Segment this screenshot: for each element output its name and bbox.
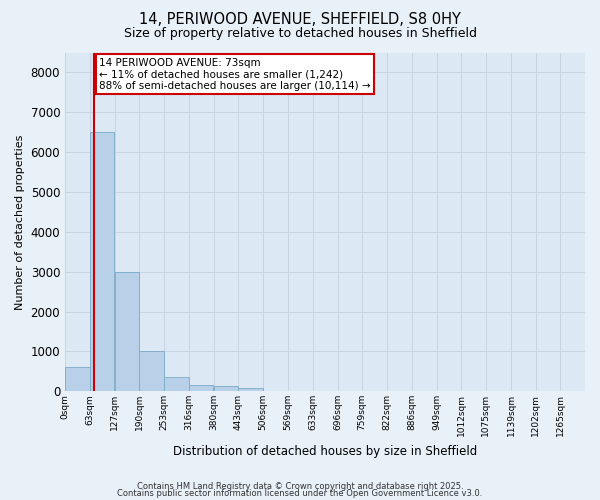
Text: 14 PERIWOOD AVENUE: 73sqm
← 11% of detached houses are smaller (1,242)
88% of se: 14 PERIWOOD AVENUE: 73sqm ← 11% of detac… bbox=[99, 58, 370, 91]
Bar bbox=[189, 386, 214, 392]
Text: Size of property relative to detached houses in Sheffield: Size of property relative to detached ho… bbox=[124, 28, 476, 40]
X-axis label: Distribution of detached houses by size in Sheffield: Distribution of detached houses by size … bbox=[173, 444, 477, 458]
Bar bbox=[65, 368, 90, 392]
Bar bbox=[214, 386, 238, 392]
Y-axis label: Number of detached properties: Number of detached properties bbox=[15, 134, 25, 310]
Bar bbox=[238, 388, 263, 392]
Text: Contains HM Land Registry data © Crown copyright and database right 2025.: Contains HM Land Registry data © Crown c… bbox=[137, 482, 463, 491]
Bar bbox=[115, 272, 139, 392]
Text: Contains public sector information licensed under the Open Government Licence v3: Contains public sector information licen… bbox=[118, 490, 482, 498]
Bar bbox=[139, 352, 164, 392]
Bar bbox=[90, 132, 115, 392]
Bar bbox=[164, 376, 189, 392]
Text: 14, PERIWOOD AVENUE, SHEFFIELD, S8 0HY: 14, PERIWOOD AVENUE, SHEFFIELD, S8 0HY bbox=[139, 12, 461, 28]
